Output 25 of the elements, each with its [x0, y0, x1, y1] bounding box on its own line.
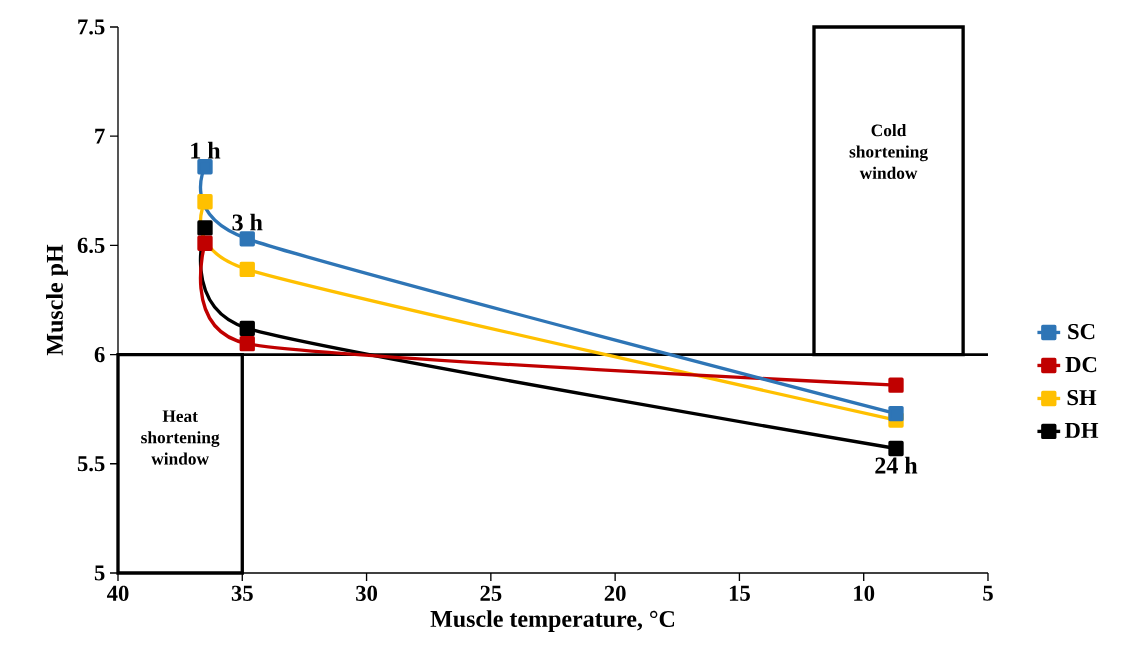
- x-tick-label: 20: [604, 585, 626, 601]
- annotation: 3 h: [232, 213, 263, 231]
- y-tick-label: 7.5: [78, 19, 105, 35]
- y-tick-label: 6.5: [77, 237, 105, 254]
- x-tick-label: 5: [983, 585, 993, 601]
- legend-label: DC: [1065, 356, 1097, 373]
- x-axis-title: Muscle temperature, °C: [430, 610, 675, 632]
- annotation: 24 h: [875, 456, 918, 474]
- band-label: Cold shortening window: [849, 124, 928, 179]
- x-tick-label: 30: [356, 585, 378, 601]
- legend-label: SC: [1068, 323, 1095, 340]
- x-tick-label: 35: [231, 585, 253, 601]
- x-tick-label: 25: [480, 585, 502, 601]
- legend-label: SH: [1067, 389, 1097, 406]
- annotation: 1 h: [191, 141, 221, 159]
- y-tick-label: 5: [94, 565, 105, 581]
- x-tick-label: 40: [106, 585, 129, 601]
- x-tick-label: 15: [729, 585, 750, 601]
- y-tick-label: 7: [95, 128, 105, 144]
- legend-label: DH: [1064, 422, 1099, 438]
- y-tick-label: 6: [94, 346, 105, 363]
- y-tick-label: 5.5: [77, 456, 105, 472]
- y-axis-title: Muscle pH: [46, 244, 68, 356]
- x-tick-label: 10: [854, 585, 875, 601]
- band-label: Heat shortening window: [141, 410, 220, 465]
